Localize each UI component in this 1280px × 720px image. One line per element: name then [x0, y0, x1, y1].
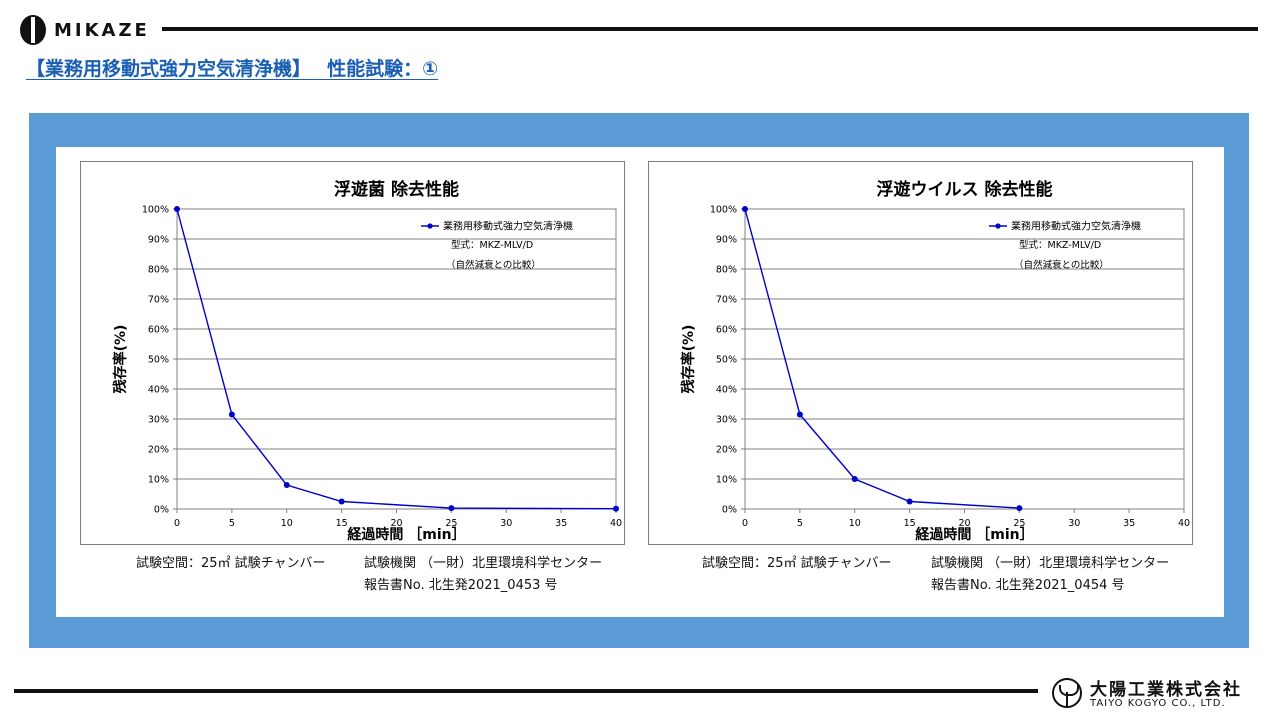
y-tick-label: 0% — [722, 505, 737, 516]
x-tick-label: 5 — [797, 518, 803, 529]
legend-note: （自然減衰との比較） — [446, 259, 541, 271]
legend-label: 業務用移動式強力空気清浄機 — [1011, 220, 1141, 233]
data-point — [796, 411, 803, 418]
x-tick-label: 30 — [1068, 518, 1080, 529]
x-tick-label: 35 — [1123, 518, 1135, 529]
report-number-note: 報告書No. 北生発2021_0454 号 — [931, 578, 1125, 593]
y-tick-label: 40% — [148, 385, 169, 396]
test-space-note: 試験空間：25㎡ 試験チャンバー — [702, 556, 892, 571]
x-tick-label: 25 — [445, 518, 457, 529]
y-tick-label: 50% — [716, 355, 737, 366]
y-tick-label: 70% — [148, 295, 169, 306]
x-tick-label: 20 — [390, 518, 402, 529]
data-point — [906, 498, 913, 505]
y-tick-label: 40% — [716, 385, 737, 396]
x-axis-label: 経過時間 ［min］ — [347, 526, 465, 543]
x-axis-label: 経過時間 ［min］ — [915, 526, 1033, 543]
data-point — [1016, 505, 1023, 512]
x-tick-label: 20 — [958, 518, 970, 529]
legend-marker — [995, 223, 1001, 229]
test-lab-note: 試験機関 （一財）北里環境科学センター — [364, 556, 603, 571]
chart-lab-notes-virus: 試験機関 （一財）北里環境科学センター 報告書No. 北生発2021_0454 … — [931, 553, 1169, 597]
plot-group: 0% 10% 20% 30% 40% 50% 60% 70% 80% 90% 100% 0 5 10 15 2… — [112, 179, 622, 543]
chart-svg-virus: 0% 10% 20% 30% 40% 50% 60% 70% 80% 90% 100% 0 5 10 15 2… — [680, 179, 1190, 543]
brand-logo: MIKAZE — [20, 14, 150, 46]
header-rule — [162, 27, 1258, 31]
x-tick-label: 10 — [849, 518, 861, 529]
company-name-jp: 大陽工業株式会社 — [1090, 680, 1242, 700]
y-tick-label: 80% — [148, 265, 169, 276]
data-point — [228, 411, 235, 418]
legend-marker — [427, 223, 433, 229]
company-emblem-icon — [1052, 678, 1082, 708]
x-tick-label: 0 — [742, 518, 748, 529]
y-tick-label: 100% — [710, 205, 737, 216]
x-tick-label: 40 — [610, 518, 622, 529]
x-tick-label: 15 — [336, 518, 348, 529]
x-tick-label: 10 — [281, 518, 293, 529]
y-tick-label: 50% — [148, 355, 169, 366]
legend-note: （自然減衰との比較） — [1014, 259, 1109, 271]
footer-rule — [14, 689, 1038, 693]
chart-notes-virus: 試験空間：25㎡ 試験チャンバー — [702, 553, 892, 575]
y-tick-label: 10% — [716, 475, 737, 486]
chart-title: 浮遊ウイルス 除去性能 — [877, 179, 1053, 200]
company-name-en: TAIYO KOGYO CO., LTD. — [1090, 698, 1226, 709]
plot-group: 0% 10% 20% 30% 40% 50% 60% 70% 80% 90% 100% 0 5 10 15 2… — [680, 179, 1190, 543]
chart-airborne-bacteria: 0% 10% 20% 30% 40% 50% 60% 70% 80% 90% 100% 0 5 10 15 2… — [80, 161, 625, 545]
data-point — [613, 505, 619, 512]
y-tick-label: 90% — [148, 235, 169, 246]
legend-note: 型式：MKZ-MLV/D — [1019, 239, 1101, 251]
data-point — [448, 505, 455, 512]
test-space-note: 試験空間：25㎡ 試験チャンバー — [136, 556, 326, 571]
y-tick-label: 60% — [148, 325, 169, 336]
y-tick-label: 10% — [148, 475, 169, 486]
y-tick-label: 20% — [148, 445, 169, 456]
company-logo: 大陽工業株式会社 TAIYO KOGYO CO., LTD. — [1052, 674, 1272, 714]
y-tick-label: 0% — [154, 505, 169, 516]
data-point — [338, 498, 345, 505]
chart-airborne-virus: 0% 10% 20% 30% 40% 50% 60% 70% 80% 90% 100% 0 5 10 15 2… — [648, 161, 1193, 545]
y-axis-label: 残存率(%) — [112, 325, 129, 394]
brand-name: MIKAZE — [54, 19, 150, 41]
x-tick-label: 40 — [1178, 518, 1190, 529]
y-tick-label: 20% — [716, 445, 737, 456]
legend-note: 型式：MKZ-MLV/D — [451, 239, 533, 251]
y-tick-label: 70% — [716, 295, 737, 306]
data-point — [283, 482, 290, 488]
chart-notes-bacteria: 試験空間：25㎡ 試験チャンバー — [136, 553, 326, 575]
page-title: 【業務用移動式強力空気清浄機】 性能試験：① — [26, 58, 439, 80]
x-tick-label: 0 — [174, 518, 180, 529]
y-axis-label: 残存率(%) — [680, 325, 697, 394]
x-tick-label: 25 — [1013, 518, 1025, 529]
chart-lab-notes-bacteria: 試験機関 （一財）北里環境科学センター 報告書No. 北生発2021_0453 … — [364, 553, 602, 597]
x-tick-label: 5 — [229, 518, 235, 529]
y-tick-label: 90% — [716, 235, 737, 246]
y-tick-label: 60% — [716, 325, 737, 336]
y-tick-label: 30% — [716, 415, 737, 426]
y-tick-label: 100% — [142, 205, 169, 216]
y-tick-label: 80% — [716, 265, 737, 276]
data-point — [742, 206, 748, 212]
series-line — [176, 208, 617, 510]
x-tick-label: 30 — [500, 518, 512, 529]
x-tick-label: 35 — [555, 518, 567, 529]
chart-sheet: 0% 10% 20% 30% 40% 50% 60% 70% 80% 90% 100% 0 5 10 15 2… — [56, 147, 1224, 617]
data-point — [174, 206, 180, 212]
legend-label: 業務用移動式強力空気清浄機 — [443, 220, 573, 233]
data-point — [851, 476, 858, 482]
report-number-note: 報告書No. 北生発2021_0453 号 — [364, 578, 558, 593]
x-tick-label: 15 — [904, 518, 916, 529]
chart-title: 浮遊菌 除去性能 — [334, 179, 459, 200]
test-lab-note: 試験機関 （一財）北里環境科学センター — [931, 556, 1170, 571]
chart-svg-bacteria: 0% 10% 20% 30% 40% 50% 60% 70% 80% 90% 100% 0 5 10 15 2… — [112, 179, 622, 543]
brand-mark-icon — [20, 15, 46, 45]
y-tick-label: 30% — [148, 415, 169, 426]
chart-panel: 0% 10% 20% 30% 40% 50% 60% 70% 80% 90% 100% 0 5 10 15 2… — [29, 113, 1249, 648]
